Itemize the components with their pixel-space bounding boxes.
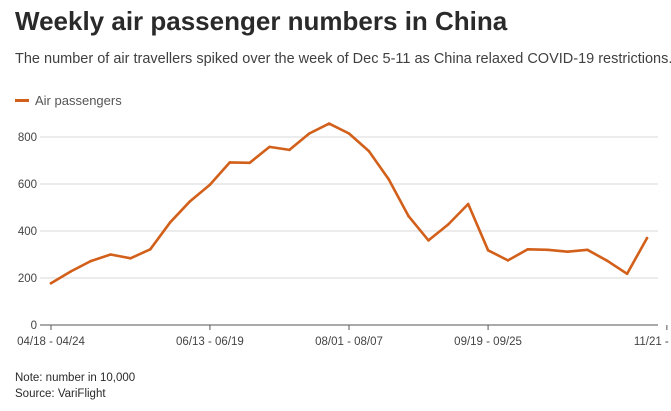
data-point [268, 145, 271, 149]
data-point [208, 183, 212, 186]
y-tick-label: 200 [18, 273, 37, 285]
legend-label: Air passengers [35, 93, 122, 108]
series-line-air-passengers [49, 122, 649, 285]
data-point [645, 236, 649, 240]
data-point [308, 132, 311, 135]
data-point [49, 281, 53, 285]
data-point [447, 223, 450, 226]
chart-source: Source: VariFlight [15, 388, 106, 400]
data-point [486, 249, 490, 252]
y-tick-label: 600 [18, 179, 37, 191]
data-point [288, 148, 291, 152]
data-point [168, 221, 172, 224]
data-point [387, 178, 391, 181]
data-point [69, 270, 73, 273]
data-point [625, 272, 629, 276]
data-point [427, 239, 430, 242]
data-point [566, 250, 569, 253]
y-tick-label: 800 [18, 132, 37, 144]
data-point [149, 248, 152, 251]
data-point [109, 253, 112, 256]
x-tick-label: 04/18 - 04/24 [17, 336, 85, 348]
data-point [228, 161, 232, 164]
data-point [89, 259, 92, 263]
data-point [526, 248, 530, 251]
legend: Air passengers [15, 93, 122, 108]
y-tick-label: 0 [31, 320, 37, 332]
x-tick-label: 08/01 - 08/07 [315, 336, 383, 348]
data-point [327, 122, 331, 125]
chart-note: Note: number in 10,000 [15, 372, 136, 384]
data-point [367, 149, 371, 153]
data-point [248, 161, 251, 165]
data-point [129, 257, 132, 260]
chart-title: Weekly air passenger numbers in China [15, 6, 508, 36]
x-tick-label: 06/13 - 06/19 [176, 336, 244, 348]
data-point [586, 248, 589, 252]
chart-subtitle: The number of air travellers spiked over… [15, 51, 671, 67]
y-tick-label: 400 [18, 226, 37, 238]
data-point [188, 199, 192, 203]
data-point [506, 259, 510, 262]
data-point [347, 132, 351, 135]
data-point [466, 202, 470, 206]
data-point [407, 214, 410, 218]
legend-swatch [15, 99, 29, 102]
data-point [606, 259, 609, 263]
x-tick-label: 09/19 - 09/25 [454, 336, 522, 348]
data-point [546, 248, 549, 252]
x-tick-label: 11/21 - 11/27 [634, 336, 671, 348]
